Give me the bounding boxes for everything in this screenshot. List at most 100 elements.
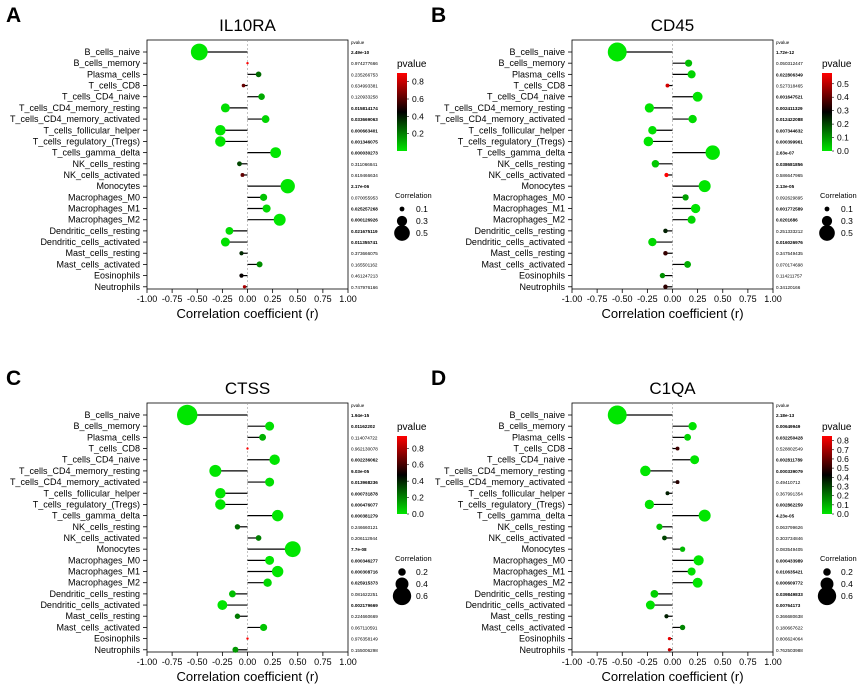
chart-title: IL10RA xyxy=(219,16,276,35)
x-tick-label: -0.75 xyxy=(587,294,608,304)
y-tick-label: Macrophages_M2 xyxy=(493,578,565,588)
size-legend-dot xyxy=(817,586,837,606)
pvalue-label: 0.002811789 xyxy=(776,458,803,463)
x-tick-label: 0.25 xyxy=(264,294,282,304)
x-tick-label: -0.50 xyxy=(612,657,633,667)
lollipop-point xyxy=(259,623,268,632)
colorbar-tick-label: 0.0 xyxy=(837,146,849,156)
pvalue-label: 0.022806349 xyxy=(776,72,803,77)
pvalue-label: 0.025257268 xyxy=(351,207,378,212)
y-tick-label: T_cells_regulatory_(Tregs) xyxy=(33,499,140,509)
y-tick-label: Mast_cells_resting xyxy=(65,611,140,621)
y-tick-label: Eosinophils xyxy=(519,271,566,281)
x-tick-label: 0.50 xyxy=(289,294,307,304)
size-legend-dot xyxy=(392,586,412,606)
lollipop-point xyxy=(261,115,270,123)
lollipop-point xyxy=(228,590,236,598)
panel-D: D C1QA -1.00 -0.75 -0.50 -0.25 0.00 0.25 0.50 0.7… xyxy=(431,367,857,684)
lollipop-point xyxy=(217,600,228,611)
pvalue-label: 0.001647521 xyxy=(776,95,803,100)
lollipop-point xyxy=(659,272,666,279)
y-tick-label: Mast_cells_activated xyxy=(481,622,565,632)
pvalue-label: 0.962130078 xyxy=(351,447,378,452)
colorbar-tick-label: 0.8 xyxy=(837,436,849,446)
y-tick-label: T_cells_follicular_helper xyxy=(468,488,565,498)
x-tick-label: -1.00 xyxy=(562,294,583,304)
y-tick-label: NK_cells_resting xyxy=(497,522,565,532)
colorbar-tick-label: 0.5 xyxy=(837,79,849,89)
lollipop-point xyxy=(682,194,689,201)
y-tick-label: Dendritic_cells_resting xyxy=(474,589,565,599)
y-tick-label: T_cells_gamma_delta xyxy=(477,511,565,521)
y-tick-label: Plasma_cells xyxy=(512,432,566,442)
x-tick-label: -0.25 xyxy=(637,657,658,667)
pvalue-label: 0.000308716 xyxy=(351,570,378,575)
lollipop-point xyxy=(280,178,295,194)
lollipop-point xyxy=(225,226,234,235)
colorbar-tick-label: 0.7 xyxy=(837,445,849,455)
y-tick-label: T_cells_gamma_delta xyxy=(52,148,140,158)
pvalue-label: 0.067110591 xyxy=(351,625,378,630)
y-tick-label: B_cells_naive xyxy=(509,410,565,420)
pvalue-label: 0.000433989 xyxy=(776,558,803,563)
pvalue-column-header: pvalue xyxy=(351,40,365,45)
colorbar-tick-label: 0.8 xyxy=(412,77,424,87)
y-tick-label: Mast_cells_resting xyxy=(490,248,565,258)
pvalue-label: 0.001772589 xyxy=(776,207,803,212)
y-tick-label: Macrophages_M1 xyxy=(68,204,140,214)
lollipop-point xyxy=(687,70,696,79)
y-tick-label: Dendritic_cells_activated xyxy=(40,600,140,610)
lollipop-point xyxy=(190,43,208,61)
lollipop-point xyxy=(692,577,703,588)
y-tick-label: Macrophages_M2 xyxy=(493,215,565,225)
pvalue-label: 9.03e-05 xyxy=(351,469,370,474)
size-legend-dot xyxy=(820,577,834,591)
lollipop-point xyxy=(690,203,701,214)
y-tick-label: Plasma_cells xyxy=(512,69,566,79)
x-tick-label: 0.50 xyxy=(289,657,307,667)
lollipop-point xyxy=(690,455,700,465)
y-tick-label: NK_cells_resting xyxy=(72,159,140,169)
y-tick-label: Eosinophils xyxy=(519,634,566,644)
pvalue-label: 0.165501162 xyxy=(351,262,378,267)
lollipop-point xyxy=(667,648,672,652)
y-tick-label: Eosinophils xyxy=(94,634,141,644)
colorbar-tick-label: 0.8 xyxy=(412,443,424,453)
lollipop-point xyxy=(284,541,301,558)
y-tick-label: B_cells_naive xyxy=(509,47,565,57)
lollipop-point xyxy=(693,555,704,566)
lollipop-point xyxy=(664,172,669,178)
size-legend-dot xyxy=(396,215,408,227)
lollipop-point xyxy=(645,600,655,610)
pvalue-label: 0.063799626 xyxy=(776,525,803,530)
colorbar-tick-label: 0.6 xyxy=(412,94,424,104)
y-tick-label: Neutrophils xyxy=(519,282,565,292)
y-tick-label: Dendritic_cells_resting xyxy=(49,589,140,599)
y-tick-label: NK_cells_activated xyxy=(488,170,565,180)
x-tick-label: 0.00 xyxy=(664,294,682,304)
pvalue-label: 2.49e-10 xyxy=(351,50,370,55)
x-tick-label: 1.00 xyxy=(339,294,357,304)
y-tick-label: Neutrophils xyxy=(94,645,140,655)
chart-title: C1QA xyxy=(649,379,696,398)
colorbar xyxy=(397,436,407,514)
panel-C: C CTSS -1.00 -0.75 -0.50 -0.25 0.00 0.25 0.50 0.7… xyxy=(6,367,432,684)
size-legend: Correlation 0.1 0.3 0.5 xyxy=(394,191,432,241)
lollipop-point xyxy=(667,636,672,641)
colorbar-tick-label: 0.0 xyxy=(412,509,424,519)
y-tick-label: Monocytes xyxy=(96,181,140,191)
y-tick-label: Neutrophils xyxy=(94,282,140,292)
colorbar-tick-label: 0.5 xyxy=(837,463,849,473)
lollipop-point xyxy=(705,145,720,160)
y-tick-label: Dendritic_cells_activated xyxy=(465,237,565,247)
lollipop-point xyxy=(240,173,245,177)
size-legend-dot xyxy=(824,206,830,212)
pvalue-label: 0.114074722 xyxy=(351,435,378,440)
lollipop-point xyxy=(215,488,226,499)
pvalue-label: 0.000030273 xyxy=(351,151,378,156)
y-tick-label: T_cells_CD4_memory_resting xyxy=(444,466,565,476)
lollipop-point xyxy=(241,83,246,88)
y-tick-label: Dendritic_cells_activated xyxy=(40,237,140,247)
lollipop-point xyxy=(265,477,275,487)
